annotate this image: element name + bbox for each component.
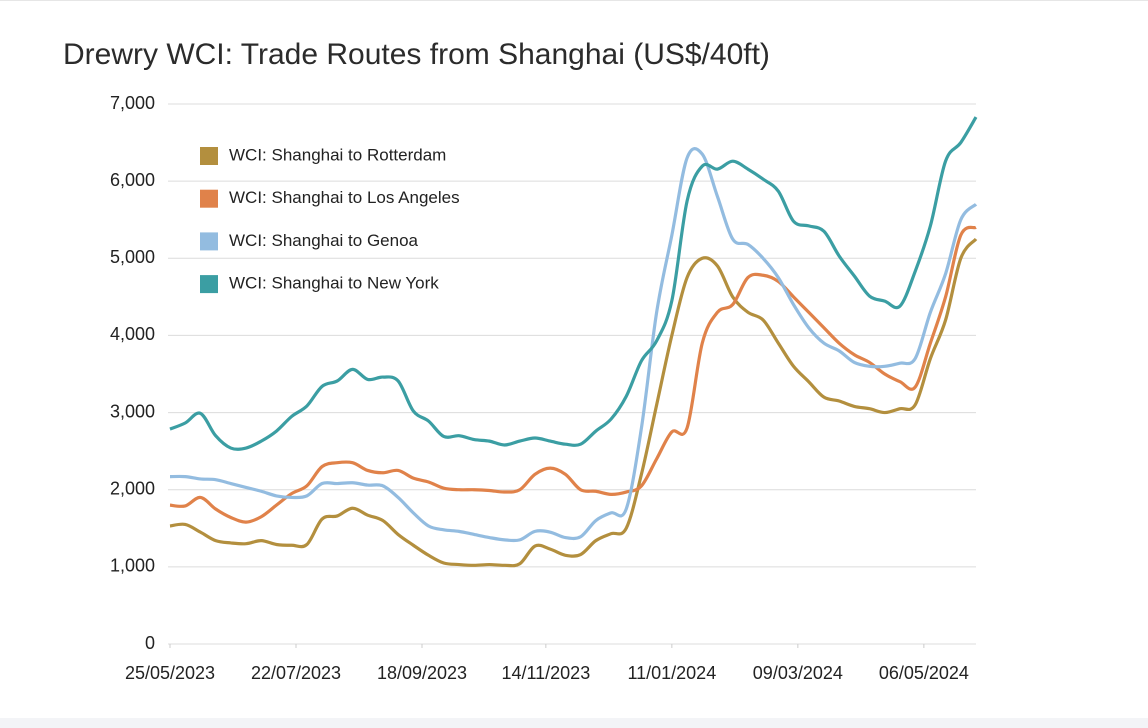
y-tick-label: 3,000: [110, 401, 155, 421]
series-line: [169, 147, 978, 543]
y-tick-label: 5,000: [110, 247, 155, 267]
x-tick-label: 25/05/2023: [125, 663, 215, 683]
series-line: [169, 237, 978, 568]
x-tick-label: 06/05/2024: [879, 663, 969, 683]
legend-label: WCI: Shanghai to Los Angeles: [229, 188, 460, 207]
x-tick-label: 11/01/2024: [627, 663, 716, 683]
chart-title: Drewry WCI: Trade Routes from Shanghai (…: [63, 38, 770, 71]
y-tick-label: 4,000: [110, 324, 155, 344]
y-tick-label: 1,000: [110, 556, 155, 576]
legend-label: WCI: Shanghai to Genoa: [229, 231, 419, 250]
series-line: [169, 116, 978, 451]
legend-swatch: [200, 275, 218, 294]
y-tick-label: 7,000: [110, 93, 155, 113]
y-tick-label: 0: [145, 633, 155, 653]
x-tick-label: 22/07/2023: [251, 663, 341, 683]
series-line: [169, 225, 977, 524]
x-tick-label: 14/11/2023: [501, 663, 590, 683]
x-tick-label: 09/03/2024: [753, 663, 843, 683]
legend-label: WCI: Shanghai to Rotterdam: [229, 145, 446, 164]
legend-swatch: [200, 189, 218, 208]
legend-label: WCI: Shanghai to New York: [229, 274, 439, 293]
legend-swatch: [200, 232, 218, 251]
x-tick-label: 18/09/2023: [377, 663, 467, 683]
y-tick-label: 6,000: [110, 170, 155, 190]
y-tick-label: 2,000: [110, 478, 155, 498]
legend-swatch: [200, 147, 218, 165]
